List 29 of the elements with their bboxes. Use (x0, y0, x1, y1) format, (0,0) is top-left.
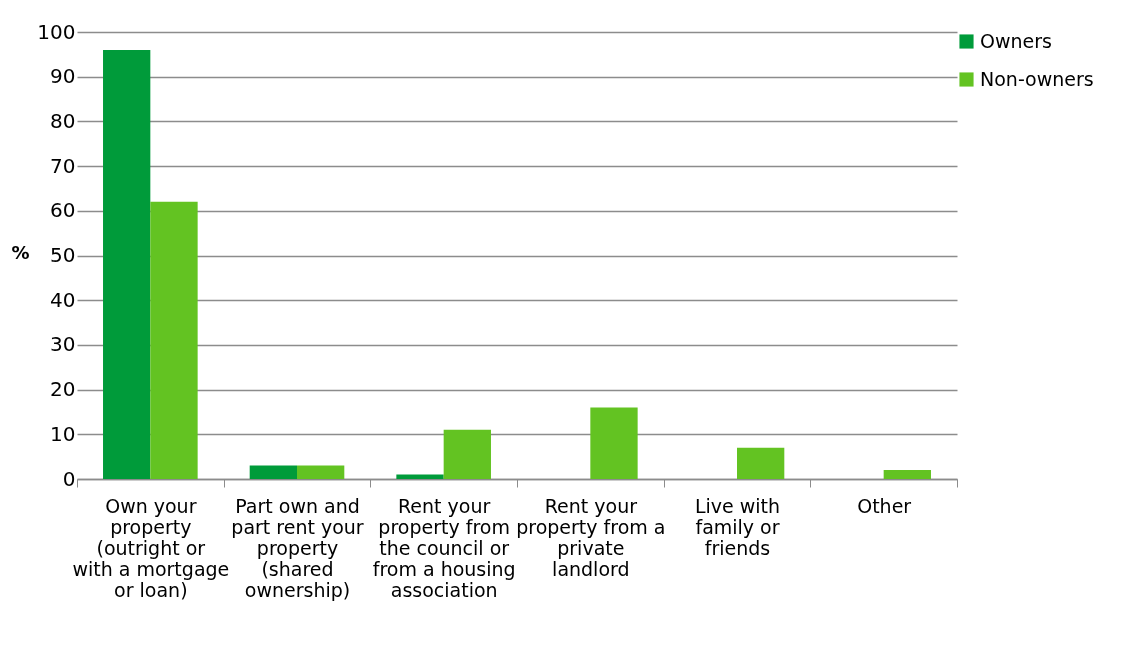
y-tick-label: 60 (50, 198, 76, 223)
y-tick-label: 0 (62, 466, 76, 491)
bar (150, 201, 198, 479)
y-tick-label: 100 (37, 19, 76, 44)
y-tick-label: 20 (50, 377, 76, 402)
x-tick-label: Live with family or friends (694, 494, 781, 559)
y-axis-title: % (11, 241, 30, 263)
bar (103, 49, 151, 479)
bar (249, 465, 297, 479)
y-tick-label: 80 (50, 108, 76, 133)
y-tick-label: 90 (50, 64, 76, 89)
y-tick-label: 70 (50, 153, 76, 178)
bar (590, 407, 638, 479)
bar (883, 470, 931, 479)
legend-label: Non-owners (980, 67, 1094, 90)
y-tick-label: 30 (50, 332, 76, 357)
x-tick-label: Other (857, 494, 912, 517)
bar (297, 465, 345, 479)
x-tick-label: Rent your property from the council or from a housing association (372, 494, 516, 601)
x-tick-label: Part own and part rent your property (shared ownership) (231, 494, 364, 601)
bar (396, 474, 444, 479)
x-tick-label: Own your property (outright or with a mortgage or loan) (72, 494, 230, 601)
bar (443, 429, 491, 479)
y-tick-label: 50 (50, 243, 76, 267)
legend-label: Owners (980, 29, 1052, 52)
y-tick-label: 10 (50, 421, 76, 446)
y-tick-label: 40 (50, 287, 76, 312)
x-tick-label: Rent your property from a private landlord (516, 494, 666, 580)
bar (737, 447, 785, 479)
